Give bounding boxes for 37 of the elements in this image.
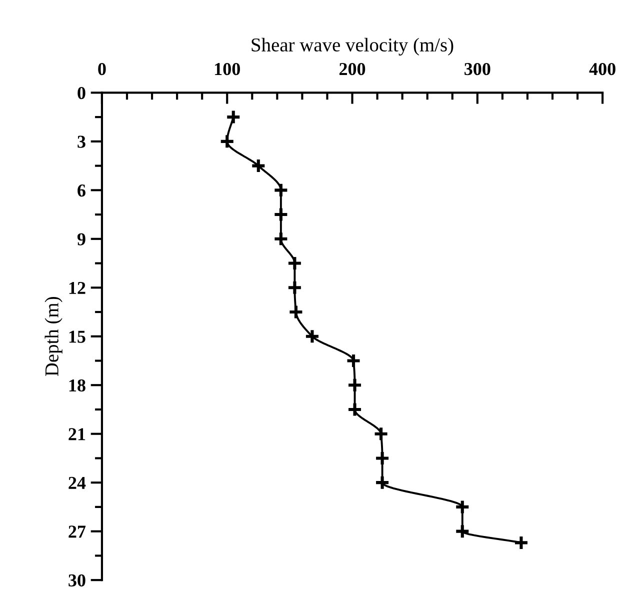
point	[346, 352, 362, 369]
point	[454, 499, 470, 515]
point	[346, 377, 363, 393]
y-tick-label: 9	[77, 233, 86, 246]
y-axis-title: Depth (m)	[44, 297, 62, 376]
y-tick-label: 0	[78, 86, 86, 100]
y-tick-label: 12	[69, 282, 86, 294]
x-tick-label: 100	[215, 62, 240, 76]
y-tick-label: 30	[68, 574, 86, 586]
y-tick-label: 3	[78, 136, 86, 148]
y-tick-label: 27	[68, 526, 86, 538]
point	[250, 158, 266, 174]
point	[273, 206, 289, 222]
y-tick-label: 21	[68, 428, 86, 440]
point	[374, 474, 390, 490]
point	[286, 280, 302, 296]
point	[454, 524, 470, 540]
point	[273, 231, 289, 247]
y-tick-label: 15	[69, 330, 86, 343]
point	[288, 304, 304, 320]
x-axis-title: Shear wave velocity (m/s)	[252, 38, 454, 56]
y-tick-label: 18	[69, 379, 86, 392]
point	[219, 134, 235, 150]
point	[304, 328, 320, 344]
x-tick-label: 300	[464, 62, 490, 76]
y-tick-label: 24	[68, 476, 86, 489]
point	[373, 426, 389, 442]
y-tick-label: 6	[78, 184, 86, 197]
point	[513, 534, 529, 550]
point	[286, 255, 302, 272]
x-tick-label: 200	[339, 62, 366, 76]
point	[273, 182, 289, 198]
point	[374, 450, 390, 466]
x-tick-label: 0	[98, 62, 106, 76]
x-tick-label: 400	[589, 62, 616, 76]
point	[346, 402, 363, 418]
point	[226, 109, 242, 125]
